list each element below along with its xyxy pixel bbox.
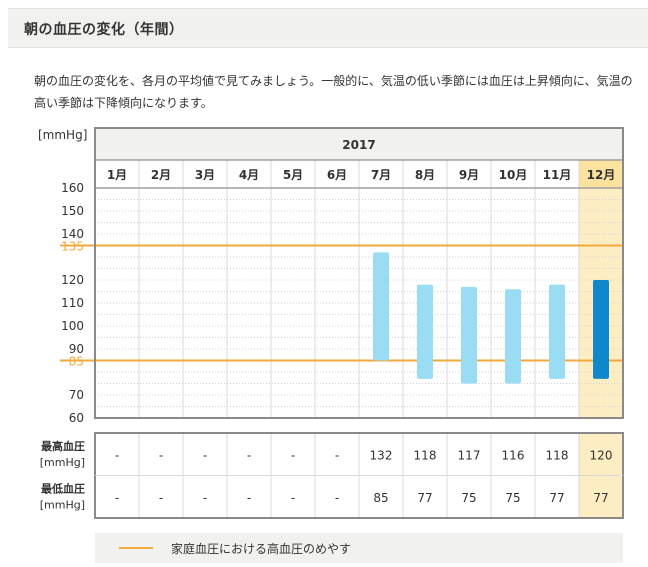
table-value-11月: 77 xyxy=(549,491,564,505)
reference-label-85: 85 xyxy=(69,355,84,369)
bp-bar-9月 xyxy=(461,286,477,384)
table-value-7月: 85 xyxy=(373,491,388,505)
table-value-4月: - xyxy=(247,491,251,505)
table-row-label: 最低血圧 xyxy=(41,481,85,495)
year-header-bg xyxy=(95,128,623,160)
reference-label-135: 135 xyxy=(61,240,84,254)
table-value-6月: - xyxy=(335,448,339,462)
y-tick-150: 150 xyxy=(61,204,84,218)
legend-label: 家庭血圧における高血圧のめやす xyxy=(171,542,352,556)
highlight-month-cell xyxy=(579,160,623,188)
month-label-10月: 10月 xyxy=(499,168,528,182)
table-value-3月: - xyxy=(203,448,207,462)
table-row-unit: [mmHg] xyxy=(40,498,85,511)
table-value-12月: 120 xyxy=(590,448,613,462)
description: 朝の血圧の変化を、各月の平均値で見てみましょう。一般的に、気温の低い季節には血圧… xyxy=(34,74,633,110)
month-label-8月: 8月 xyxy=(415,168,435,182)
y-tick-90: 90 xyxy=(69,342,84,356)
table-value-1月: - xyxy=(115,491,119,505)
bp-bar-12月 xyxy=(593,280,609,379)
y-tick-100: 100 xyxy=(61,319,84,333)
table-value-9月: 117 xyxy=(458,448,481,462)
month-label-5月: 5月 xyxy=(283,168,303,182)
y-unit-label: [mmHg] xyxy=(38,128,87,142)
month-label-2月: 2月 xyxy=(151,168,171,182)
table-value-4月: - xyxy=(247,448,251,462)
table-value-3月: - xyxy=(203,491,207,505)
bp-bar-7月 xyxy=(373,252,389,361)
legend-line-swatch xyxy=(119,547,153,549)
section-header: 朝の血圧の変化（年間） xyxy=(8,8,648,48)
y-tick-110: 110 xyxy=(61,296,84,310)
y-tick-60: 60 xyxy=(69,411,84,425)
table-row-label: 最高血圧 xyxy=(41,439,85,453)
month-label-3月: 3月 xyxy=(195,168,215,182)
table-value-6月: - xyxy=(335,491,339,505)
bp-bar-10月 xyxy=(505,289,521,384)
y-tick-140: 140 xyxy=(61,227,84,241)
bp-bar-11月 xyxy=(549,284,565,379)
y-tick-70: 70 xyxy=(69,388,84,402)
chart-frame xyxy=(94,127,624,419)
table-value-5月: - xyxy=(291,491,295,505)
table-value-10月: 75 xyxy=(505,491,520,505)
legend: 家庭血圧における高血圧のめやす xyxy=(95,533,623,563)
table-value-2月: - xyxy=(159,491,163,505)
table-value-9月: 75 xyxy=(461,491,476,505)
table-value-7月: 132 xyxy=(370,448,393,462)
table-value-12月: 77 xyxy=(593,491,608,505)
month-label-6月: 6月 xyxy=(327,168,347,182)
month-label-7月: 7月 xyxy=(371,168,391,182)
table-value-10月: 116 xyxy=(502,448,525,462)
table-value-8月: 77 xyxy=(417,491,432,505)
table-row-unit: [mmHg] xyxy=(40,456,85,469)
table-value-1月: - xyxy=(115,448,119,462)
bp-bar-8月 xyxy=(417,284,433,379)
section-title: 朝の血圧の変化（年間） xyxy=(24,22,184,38)
month-label-9月: 9月 xyxy=(459,168,479,182)
table-value-5月: - xyxy=(291,448,295,462)
y-tick-160: 160 xyxy=(61,181,84,195)
table-value-11月: 118 xyxy=(546,448,569,462)
month-label-4月: 4月 xyxy=(239,168,259,182)
year-label: 2017 xyxy=(342,138,375,152)
table-value-2月: - xyxy=(159,448,163,462)
month-label-11月: 11月 xyxy=(543,168,572,182)
table-value-8月: 118 xyxy=(414,448,437,462)
y-tick-120: 120 xyxy=(61,273,84,287)
month-label-1月: 1月 xyxy=(107,168,127,182)
blood-pressure-chart: 2017 1月 2月 3月 4月 5月 6月 7月 8月 9月 10月 11月 12月 [mmHg] 60 7… xyxy=(38,127,624,519)
month-label-12月: 12月 xyxy=(587,168,616,182)
